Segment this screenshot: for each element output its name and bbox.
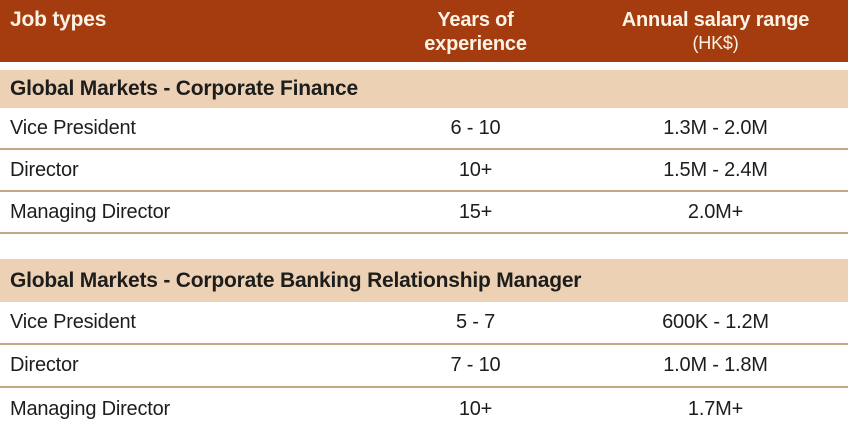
column-header-annual-salary: Annual salary range (HK$) [583,0,848,62]
table-row: Managing Director 10+ 1.7M+ [0,388,848,431]
table-row: Vice President 5 - 7 600K - 1.2M [0,302,848,345]
spacer [0,62,848,70]
experience-cell: 6 - 10 [450,116,501,139]
column-header-years-of-experience: Years of experience [368,0,583,62]
job-type-cell: Director [10,158,79,181]
spacer [0,234,848,259]
salary-cell: 1.3M - 2.0M [663,116,768,139]
job-type-cell: Vice President [10,116,136,139]
experience-cell: 7 - 10 [450,354,501,376]
job-type-cell: Managing Director [10,200,171,223]
section-header-corporate-finance: Global Markets - Corporate Finance [0,70,848,108]
salary-cell: 1.0M - 1.8M [663,354,768,376]
salary-cell: 2.0M+ [687,200,744,223]
column-header-salary-currency: (HK$) [692,33,739,53]
column-header-job-types: Job types [10,8,107,31]
table-row: Director 10+ 1.5M - 2.4M [0,150,848,192]
experience-cell: 15+ [458,200,493,223]
job-type-cell: Director [10,354,79,376]
section-header-corporate-banking: Global Markets - Corporate Banking Relat… [0,259,848,302]
table-row: Managing Director 15+ 2.0M+ [0,192,848,234]
experience-cell: 5 - 7 [455,311,496,333]
column-header-salary-line1: Annual salary range [621,9,810,31]
salary-cell: 1.5M - 2.4M [663,158,768,181]
job-type-cell: Managing Director [10,398,171,420]
experience-cell: 10+ [458,398,493,420]
experience-cell: 10+ [458,158,493,181]
table-row: Vice President 6 - 10 1.3M - 2.0M [0,108,848,150]
job-type-cell: Vice President [10,311,136,333]
salary-cell: 1.7M+ [687,398,744,420]
table-row: Director 7 - 10 1.0M - 1.8M [0,345,848,388]
column-header-years-line1: Years of [437,9,514,31]
column-header-years-line2: experience [424,33,527,55]
salary-cell: 600K - 1.2M [662,311,769,333]
table-header-row: Job types Years of experience Annual sal… [0,0,848,62]
